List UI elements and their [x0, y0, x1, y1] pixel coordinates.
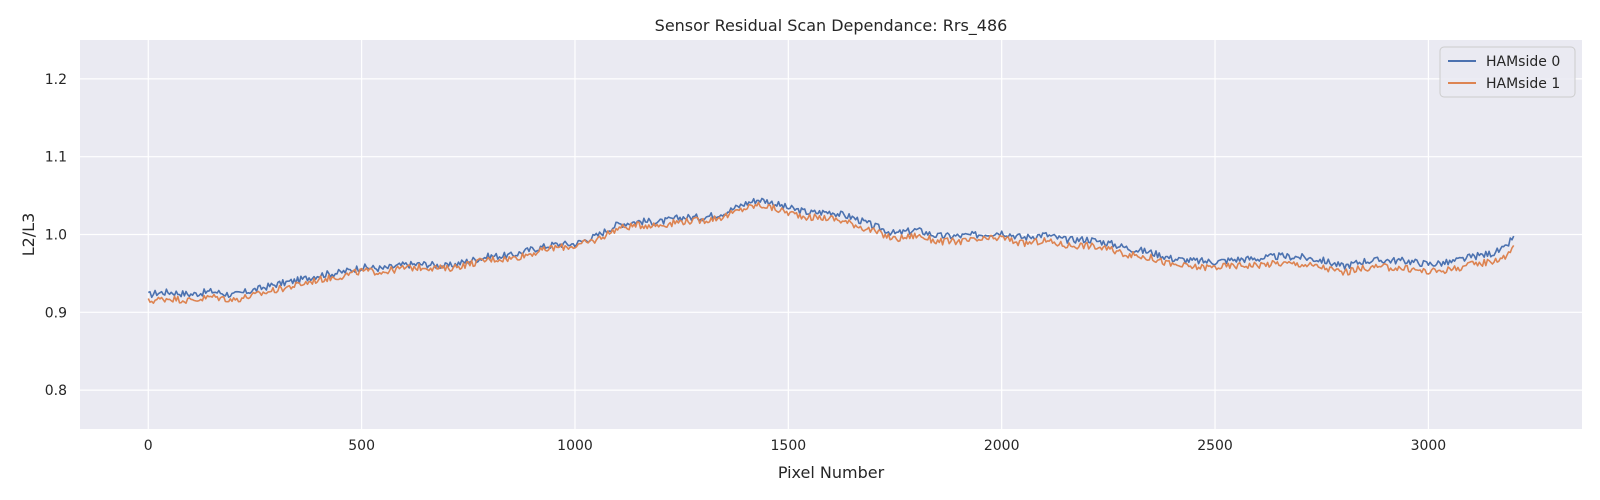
y-tick-label: 1.0 [45, 228, 67, 244]
y-tick-label: 1.2 [45, 72, 67, 88]
x-tick-label: 0 [144, 438, 153, 454]
chart-title: Sensor Residual Scan Dependance: Rrs_486 [655, 16, 1008, 36]
x-axis: 0 500 1000 1500 2000 2500 3000 [144, 438, 1446, 454]
legend-box [1439, 46, 1576, 98]
grid [80, 40, 1582, 429]
x-tick-label: 2000 [984, 438, 1020, 454]
y-axis-label: L2/L3 [19, 213, 38, 257]
legend-label: HAMside 1 [1486, 76, 1560, 92]
x-tick-label: 1000 [557, 438, 593, 454]
y-tick-label: 0.9 [45, 305, 67, 321]
series-layer [147, 197, 1515, 305]
y-tick-label: 0.8 [45, 383, 67, 399]
y-axis: 0.8 0.9 1.0 1.1 1.2 [45, 72, 67, 399]
legend-label: HAMside 0 [1486, 54, 1560, 70]
legend: HAMside 0 HAMside 1 [1439, 46, 1576, 98]
series-line-1 [147, 201, 1515, 305]
x-tick-label: 500 [348, 438, 375, 454]
y-tick-label: 1.1 [45, 150, 67, 166]
x-tick-label: 3000 [1411, 438, 1447, 454]
x-tick-label: 2500 [1197, 438, 1233, 454]
x-axis-label: Pixel Number [778, 463, 885, 482]
x-tick-label: 1500 [771, 438, 807, 454]
